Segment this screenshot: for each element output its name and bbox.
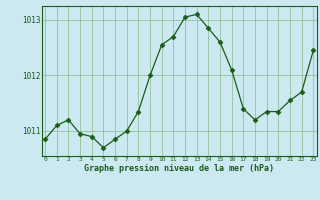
X-axis label: Graphe pression niveau de la mer (hPa): Graphe pression niveau de la mer (hPa) [84, 164, 274, 173]
